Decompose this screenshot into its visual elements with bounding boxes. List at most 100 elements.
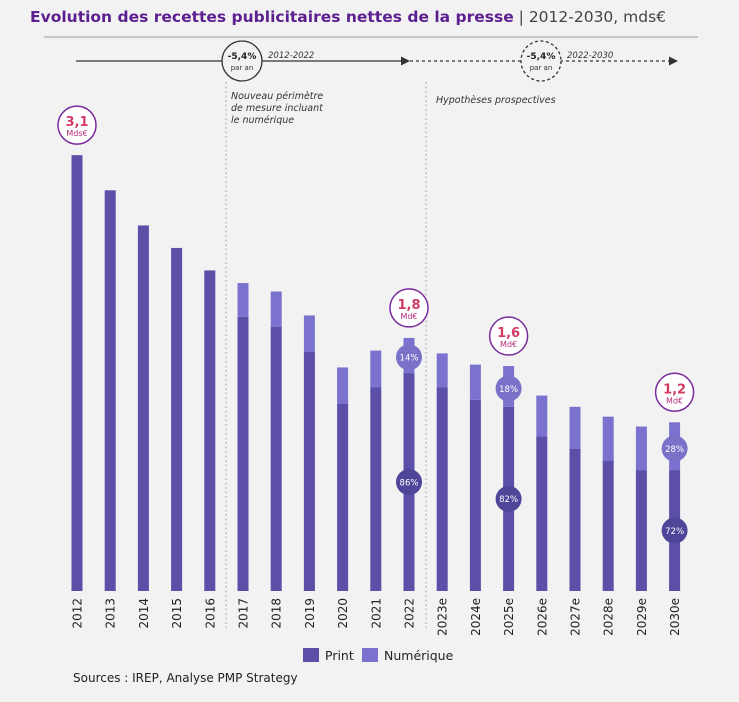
rate-per-1: par an (231, 64, 254, 72)
x-tick-2017: 2017 (237, 598, 251, 629)
legend: Print Numérique (303, 648, 454, 663)
bar-print-2019 (303, 351, 315, 591)
bar-print-2024e (469, 399, 481, 591)
bar-numerique-2028e (602, 416, 614, 461)
share-label-print-2030e: 72% (665, 527, 684, 537)
x-tick-2012: 2012 (71, 598, 85, 629)
callout-value-2012: 3,1 (65, 115, 88, 130)
callout-value-2030e: 1,2 (663, 382, 686, 397)
x-tick-2020: 2020 (336, 598, 350, 629)
callout-value-2022: 1,8 (397, 298, 420, 313)
bar-print-2028e (602, 460, 614, 591)
bar-print-2017 (237, 316, 249, 591)
x-tick-2022: 2022 (403, 598, 417, 629)
timeline-arrowhead-2 (669, 56, 678, 66)
chart-title-main: Evolution des recettes publicitaires net… (30, 8, 514, 26)
rate-range-1: 2012-2022 (268, 51, 314, 61)
note-perimeter-line-2: de mesure incluant (231, 103, 324, 114)
timeline: -5,4% par an 2012-2022 -5,4% par an 2022… (76, 40, 678, 82)
callout-value-2025e: 1,6 (497, 326, 520, 341)
timeline-arrowhead-1 (401, 56, 410, 66)
bar-print-2018 (270, 326, 282, 591)
bar-print-2015 (171, 247, 183, 591)
bar-print-2021 (370, 387, 382, 591)
rate-circle-2 (520, 40, 562, 82)
legend-swatch-print (303, 648, 319, 662)
bar-numerique-2026e (536, 395, 548, 437)
share-circle-print-2022 (396, 469, 422, 496)
bar-print-2026e (536, 436, 548, 591)
legend-swatch-numerique (362, 648, 378, 662)
note-perimeter-line-1: Nouveau périmètre (231, 91, 323, 102)
share-labels: 14% 86% 18% 82% 28% 72% (396, 344, 688, 544)
bar-print-2013 (104, 190, 116, 592)
bar-numerique-2024e (469, 364, 481, 400)
chart-title-separator: | (514, 8, 529, 26)
x-tick-2025e: 2025e (502, 598, 516, 636)
bar-print-2014 (137, 225, 149, 591)
rate-per-2: par an (530, 64, 553, 72)
share-circle-numerique-2022 (396, 344, 422, 371)
x-tick-2021: 2021 (369, 598, 383, 629)
x-tick-2026e: 2026e (535, 598, 549, 636)
bar-numerique-2021 (370, 350, 382, 388)
bar-numerique-2019 (303, 315, 315, 352)
note-perimeter: Nouveau périmètre de mesure incluant le … (231, 91, 326, 126)
share-circle-numerique-2025e (495, 375, 522, 402)
share-label-print-2025e: 82% (499, 495, 518, 505)
note-prospective: Hypothèses prospectives (436, 95, 556, 106)
x-tick-2028e: 2028e (602, 598, 616, 636)
callout-unit-2030e: Md€ (666, 396, 683, 405)
x-tick-2029e: 2029e (635, 598, 649, 636)
legend-label-numerique: Numérique (384, 648, 454, 663)
callout-circle-2025e (488, 316, 529, 356)
rate-value-1: -5,4% (228, 52, 257, 62)
bar-numerique-2018 (270, 291, 282, 327)
share-label-numerique-2030e: 28% (665, 445, 684, 455)
callout-unit-2012: Mds€ (66, 129, 87, 138)
bar-print-2012 (71, 155, 83, 591)
share-circle-print-2030e (661, 517, 688, 544)
x-tick-2027e: 2027e (569, 598, 583, 636)
chart-subtitle: 2012-2030, mds€ (529, 8, 666, 26)
bar-numerique-2020 (337, 367, 349, 405)
callout-circle-2012 (57, 105, 97, 145)
rate-range-2: 2022-2030 (567, 51, 613, 61)
x-tick-labels: 2012 2013 2014 2015 2016 2017 2018 2019 2020 2021… (71, 598, 683, 636)
rate-value-2: -5,4% (527, 52, 556, 62)
callout-unit-2025e: Md€ (500, 340, 517, 349)
rate-circle-1 (221, 40, 263, 82)
note-perimeter-line-3: le numérique (231, 115, 294, 126)
x-tick-2013: 2013 (104, 598, 118, 629)
bar-numerique-2017 (237, 283, 249, 317)
bar-print-2023e (436, 387, 448, 591)
legend-label-print: Print (325, 648, 354, 663)
share-circle-print-2025e (495, 485, 522, 512)
callout-unit-2022: Md€ (400, 312, 417, 321)
bar-numerique-2023e (436, 353, 448, 388)
callout-circle-2022 (389, 288, 429, 328)
bar-print-2016 (204, 270, 216, 591)
share-circle-numerique-2030e (661, 435, 688, 462)
x-tick-2024e: 2024e (469, 598, 483, 636)
bar-print-2020 (337, 404, 349, 591)
chart-title: Evolution des recettes publicitaires net… (30, 8, 666, 26)
x-tick-2015: 2015 (170, 598, 184, 629)
x-tick-2019: 2019 (303, 598, 317, 629)
share-label-print-2022: 86% (400, 478, 419, 488)
bar-print-2027e (569, 448, 581, 591)
bars-layer (71, 155, 681, 592)
source-note: Sources : IREP, Analyse PMP Strategy (73, 671, 298, 685)
callout-circle-2030e (654, 372, 695, 413)
x-tick-2014: 2014 (137, 598, 151, 629)
share-label-numerique-2022: 14% (400, 354, 419, 364)
bar-numerique-2027e (569, 406, 581, 449)
x-tick-2016: 2016 (203, 598, 217, 629)
bar-print-2029e (635, 470, 647, 591)
x-tick-2023e: 2023e (436, 598, 450, 636)
bar-numerique-2029e (635, 426, 647, 471)
share-label-numerique-2025e: 18% (499, 385, 518, 395)
